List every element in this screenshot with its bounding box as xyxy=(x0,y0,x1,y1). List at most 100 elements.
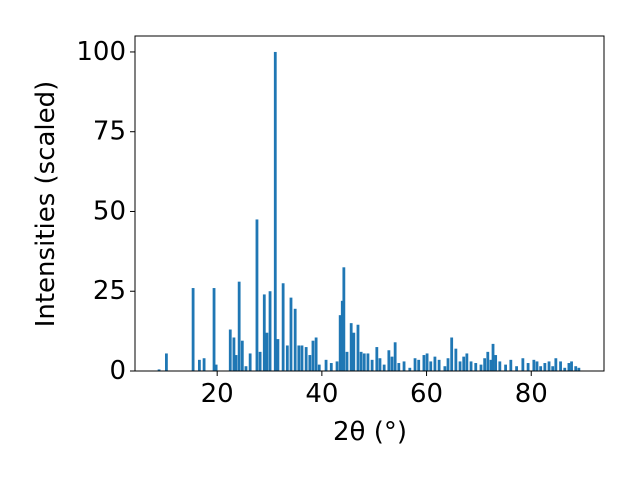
bar xyxy=(338,315,342,371)
bar xyxy=(314,337,318,371)
bar xyxy=(425,353,429,371)
bar xyxy=(570,361,573,371)
bar xyxy=(297,345,301,371)
bar xyxy=(228,329,232,371)
bar xyxy=(443,366,447,371)
bar xyxy=(543,363,547,371)
bar xyxy=(491,343,495,371)
bar xyxy=(265,332,269,371)
bar xyxy=(237,281,241,371)
y-tick-label: 50 xyxy=(93,196,126,226)
bar xyxy=(504,364,507,371)
bar xyxy=(479,364,483,371)
bar xyxy=(437,359,441,371)
bar xyxy=(402,361,406,371)
y-tick-label: 25 xyxy=(93,276,126,306)
bar xyxy=(268,291,272,371)
bar xyxy=(289,297,293,371)
bar xyxy=(202,358,206,371)
bar xyxy=(535,361,539,371)
plot-frame xyxy=(134,35,605,372)
bar xyxy=(417,359,421,371)
y-tick-label: 75 xyxy=(93,117,126,147)
bar xyxy=(446,358,450,371)
bar xyxy=(255,219,259,371)
bar xyxy=(258,351,262,371)
bar xyxy=(349,323,353,371)
bar xyxy=(340,300,344,371)
bar xyxy=(317,364,321,371)
bar xyxy=(454,348,458,371)
bar xyxy=(300,345,304,371)
x-tick-label: 20 xyxy=(201,379,234,409)
bar xyxy=(526,363,530,371)
bar xyxy=(551,366,555,371)
bar xyxy=(486,351,490,371)
bar xyxy=(276,339,280,371)
bar xyxy=(382,364,386,371)
x-tick-label: 40 xyxy=(305,379,338,409)
bar xyxy=(413,358,417,371)
bar xyxy=(422,355,426,371)
bar xyxy=(157,369,161,371)
bar xyxy=(521,358,525,371)
bar xyxy=(342,267,346,371)
bar xyxy=(498,361,502,371)
x-tick-label: 60 xyxy=(410,379,443,409)
bar xyxy=(244,366,248,371)
bar xyxy=(356,324,360,371)
bar xyxy=(408,367,412,371)
bar xyxy=(248,353,252,371)
bar xyxy=(366,353,370,371)
bar xyxy=(567,363,571,371)
bar xyxy=(554,358,558,371)
bar xyxy=(509,359,513,371)
bar xyxy=(311,340,315,371)
bar xyxy=(335,361,339,371)
bar xyxy=(458,361,462,371)
bar xyxy=(234,355,238,371)
bar xyxy=(285,345,289,371)
bar xyxy=(370,359,374,371)
bar xyxy=(515,366,518,371)
bar xyxy=(387,350,391,371)
bar xyxy=(197,359,201,371)
bar xyxy=(375,347,379,371)
bar xyxy=(547,361,551,371)
bar xyxy=(378,358,382,371)
bar xyxy=(433,356,437,371)
bar xyxy=(489,359,493,371)
bar xyxy=(483,358,487,371)
bar xyxy=(273,51,277,371)
bar xyxy=(559,361,562,371)
bar xyxy=(329,363,333,371)
y-tick-label: 100 xyxy=(76,37,126,67)
bar xyxy=(191,288,195,371)
bar xyxy=(262,294,266,371)
bar xyxy=(474,363,478,371)
x-tick-label: 80 xyxy=(515,379,548,409)
bar xyxy=(362,353,366,371)
bar xyxy=(469,361,473,371)
bar xyxy=(429,361,433,371)
bar xyxy=(308,355,312,371)
bar xyxy=(324,359,328,371)
bar xyxy=(232,337,236,371)
bar xyxy=(212,288,216,371)
bar xyxy=(240,340,244,371)
bar xyxy=(563,367,567,371)
bar xyxy=(532,359,536,371)
bar xyxy=(494,355,498,371)
bar xyxy=(214,364,218,371)
y-tick-label: 0 xyxy=(109,356,126,386)
bar xyxy=(539,366,543,371)
bar xyxy=(281,283,285,371)
bar xyxy=(465,353,469,371)
bar xyxy=(462,356,466,371)
bar xyxy=(359,351,363,371)
bar xyxy=(165,353,168,371)
bar xyxy=(304,347,308,371)
bar xyxy=(450,337,454,371)
bar xyxy=(390,356,394,371)
